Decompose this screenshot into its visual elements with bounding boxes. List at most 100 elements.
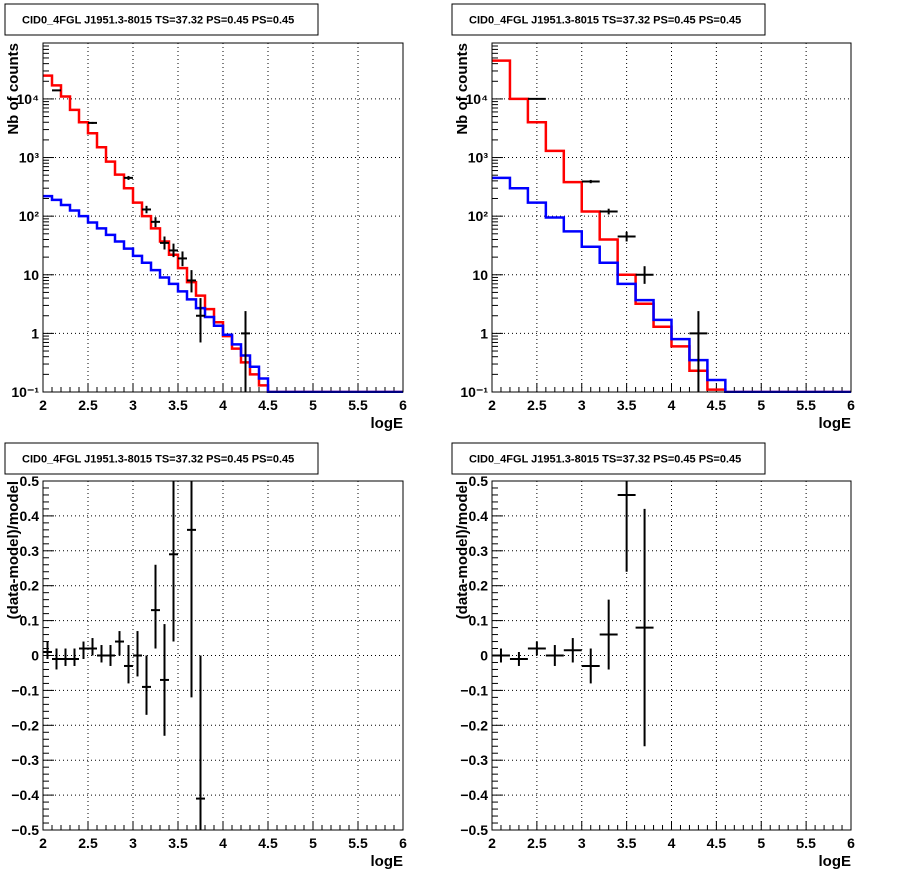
data-point: [581, 648, 600, 684]
chart-panel-4: CID0_4FGL J1951.3-8015 TS=37.32 PS=0.45 …: [451, 442, 855, 870]
y-tick-label: 1: [480, 325, 488, 341]
y-tick-label: −0.4: [460, 787, 488, 803]
y-tick-label: 0.1: [20, 613, 40, 629]
data-point: [115, 631, 124, 656]
x-tick-label: 4: [668, 835, 676, 851]
y-tick-label: 10⁴: [17, 91, 40, 107]
x-tick-label: 5.5: [348, 835, 368, 851]
y-tick-label: 0.3: [469, 543, 489, 559]
x-tick-label: 3: [578, 397, 586, 413]
x-tick-label: 4: [219, 835, 227, 851]
chart-panel-2: CID0_4FGL J1951.3-8015 TS=37.32 PS=0.45 …: [451, 3, 855, 432]
y-tick-label: 0.1: [469, 613, 489, 629]
chart-panel-1: CID0_4FGL J1951.3-8015 TS=37.32 PS=0.45 …: [4, 3, 407, 432]
data-point: [178, 251, 187, 267]
chart-title: CID0_4FGL J1951.3-8015 TS=37.32 PS=0.45 …: [469, 15, 741, 27]
x-tick-label: 2.5: [527, 835, 547, 851]
data-point: [241, 311, 250, 392]
plot-frame: [491, 42, 852, 393]
y-tick-label: 0: [31, 648, 39, 664]
y-tick-label: −0.2: [11, 717, 39, 733]
data-point: [187, 270, 196, 293]
data-point: [617, 481, 636, 572]
data-point: [70, 648, 79, 666]
y-axis-title: Nb of counts: [454, 43, 471, 135]
y-tick-label: 10³: [19, 150, 40, 166]
x-tick-label: 4: [219, 397, 227, 413]
red-model-histogram: [43, 74, 403, 393]
x-tick-label: 3: [129, 397, 137, 413]
y-tick-label: −0.1: [11, 682, 39, 698]
series-group: [492, 481, 654, 747]
data-point: [124, 175, 133, 180]
x-tick-label: 3: [129, 835, 137, 851]
data-point: [689, 311, 708, 392]
x-tick-label: 6: [847, 835, 855, 851]
data-point: [142, 655, 151, 715]
data-point: [133, 631, 142, 677]
y-tick-label: 0.2: [20, 578, 40, 594]
x-tick-label: 5: [757, 835, 765, 851]
x-tick-label: 2.5: [527, 397, 547, 413]
y-tick-label: −0.2: [460, 717, 488, 733]
data-point: [509, 652, 528, 666]
data-point: [106, 645, 115, 666]
x-tick-label: 2: [39, 397, 47, 413]
data-point: [617, 231, 636, 242]
y-tick-label: −0.1: [460, 682, 488, 698]
x-tick-label: 6: [399, 835, 407, 851]
data-point: [124, 645, 133, 684]
data-point: [151, 217, 160, 228]
x-axis-title: logE: [819, 415, 852, 432]
series-group: [43, 74, 403, 393]
y-tick-label: 0.2: [469, 578, 489, 594]
data-point: [635, 266, 654, 284]
data-point: [52, 648, 61, 670]
data-point: [527, 641, 546, 656]
title-box: [451, 3, 766, 36]
title-box: [4, 3, 319, 36]
data-point: [43, 641, 52, 659]
x-tick-label: 5.5: [348, 397, 368, 413]
y-tick-label: 0.3: [20, 543, 40, 559]
chart-title: CID0_4FGL J1951.3-8015 TS=37.32 PS=0.45 …: [469, 454, 741, 466]
y-tick-label: 10: [472, 267, 488, 283]
blue-model-histogram: [43, 194, 403, 393]
data-point: [635, 508, 654, 747]
data-point: [52, 89, 61, 92]
x-tick-label: 3.5: [617, 835, 637, 851]
y-tick-label: 10⁻¹: [460, 384, 488, 400]
data-point: [545, 645, 564, 666]
y-tick-label: 0.5: [20, 473, 40, 489]
y-tick-label: 10³: [468, 150, 489, 166]
y-tick-label: −0.3: [460, 752, 488, 768]
x-tick-label: 2: [488, 397, 496, 413]
x-axis-title: logE: [819, 853, 852, 870]
x-tick-label: 2.5: [78, 397, 98, 413]
x-tick-label: 3.5: [617, 397, 637, 413]
data-point: [196, 298, 205, 343]
data-point: [196, 655, 205, 830]
data-point: [160, 624, 169, 736]
x-tick-label: 3.5: [168, 397, 188, 413]
title-box: [4, 442, 319, 475]
y-tick-label: −0.3: [11, 752, 39, 768]
data-point: [581, 179, 600, 184]
y-tick-label: 0: [480, 648, 488, 664]
chart-title: CID0_4FGL J1951.3-8015 TS=37.32 PS=0.45 …: [22, 454, 294, 466]
x-tick-label: 5.5: [796, 835, 816, 851]
data-point: [599, 599, 618, 670]
data-point: [151, 564, 160, 649]
y-tick-label: −0.5: [460, 822, 488, 838]
series-group: [43, 481, 205, 830]
y-tick-label: 1: [31, 325, 39, 341]
data-point: [527, 97, 546, 100]
data-point: [160, 236, 169, 250]
data-point: [88, 638, 97, 656]
series-group: [492, 59, 851, 393]
y-axis-title: (data-model)/model: [5, 481, 22, 619]
data-point: [79, 641, 88, 659]
x-tick-label: 5: [757, 397, 765, 413]
x-tick-label: 4.5: [707, 835, 727, 851]
